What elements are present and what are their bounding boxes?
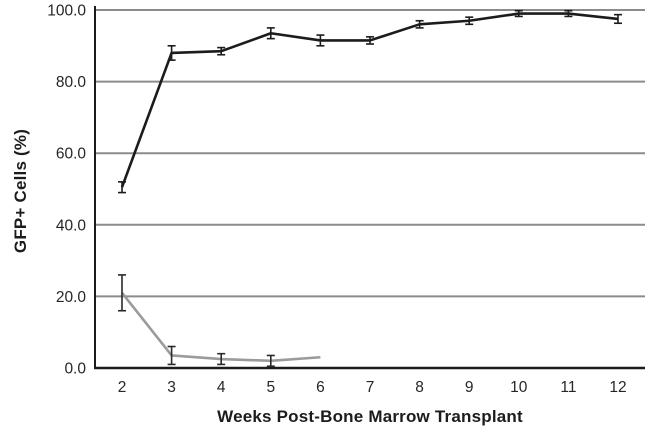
- series-line-low-engraftment-group: [120, 292, 321, 363]
- x-tick-label: 2: [118, 379, 127, 396]
- y-tick-label: 100.0: [47, 3, 86, 20]
- y-tick-label: 40.0: [56, 217, 87, 234]
- x-tick-label: 6: [316, 379, 325, 396]
- x-tick-label: 5: [266, 379, 275, 396]
- y-tick-label: 60.0: [56, 146, 87, 163]
- x-axis-title: Weeks Post-Bone Marrow Transplant: [217, 407, 523, 426]
- x-tick-label: 9: [465, 379, 474, 396]
- y-tick-label: 0.0: [64, 361, 86, 378]
- x-tick-label: 7: [366, 379, 375, 396]
- x-tick-label: 3: [167, 379, 176, 396]
- x-tick-label: 12: [609, 379, 626, 396]
- y-tick-label: 80.0: [56, 74, 87, 91]
- x-tick-label: 8: [415, 379, 424, 396]
- x-tick-label: 11: [560, 379, 576, 396]
- x-tick-label: 4: [217, 379, 226, 396]
- x-tick-label: 10: [510, 379, 528, 396]
- y-tick-label: 20.0: [56, 289, 87, 306]
- y-axis-title: GFP+ Cells (%): [11, 128, 30, 254]
